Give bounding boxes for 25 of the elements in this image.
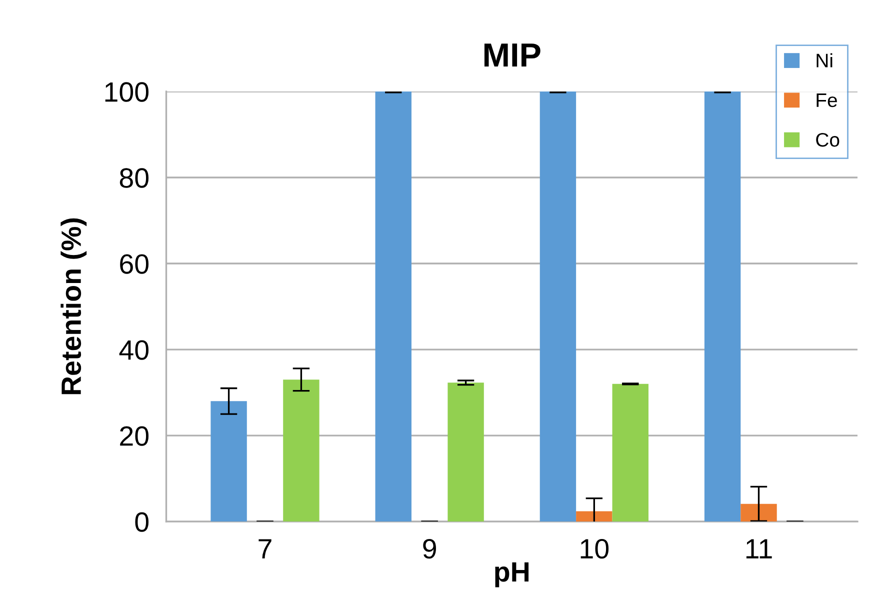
- y-axis-title: Retention (%): [60, 218, 87, 394]
- legend-label: Fe: [816, 94, 837, 108]
- x-tick-label: 10: [580, 538, 609, 559]
- bar: [448, 382, 484, 522]
- y-tick-label: 0: [135, 512, 148, 532]
- legend-label: Ni: [816, 53, 832, 68]
- chart-title: MIP: [484, 44, 540, 66]
- bar: [612, 384, 648, 522]
- y-tick-label: 60: [120, 254, 148, 274]
- bar: [740, 504, 777, 522]
- y-tick-label: 40: [119, 340, 148, 360]
- x-tick-label: 7: [258, 539, 272, 558]
- bar: [375, 92, 412, 522]
- bar: [540, 92, 576, 522]
- x-axis-title: pH: [495, 562, 529, 588]
- y-tick-label: 100: [105, 82, 148, 102]
- bar: [283, 380, 320, 522]
- bar: [704, 92, 741, 522]
- x-tick-label: 11: [746, 539, 772, 558]
- x-tick-label: 9: [423, 538, 436, 559]
- bar: [576, 511, 612, 522]
- y-tick-label: 20: [120, 426, 148, 446]
- bar: [210, 401, 247, 522]
- legend-label: Co: [816, 132, 840, 147]
- y-tick-label: 80: [120, 168, 148, 188]
